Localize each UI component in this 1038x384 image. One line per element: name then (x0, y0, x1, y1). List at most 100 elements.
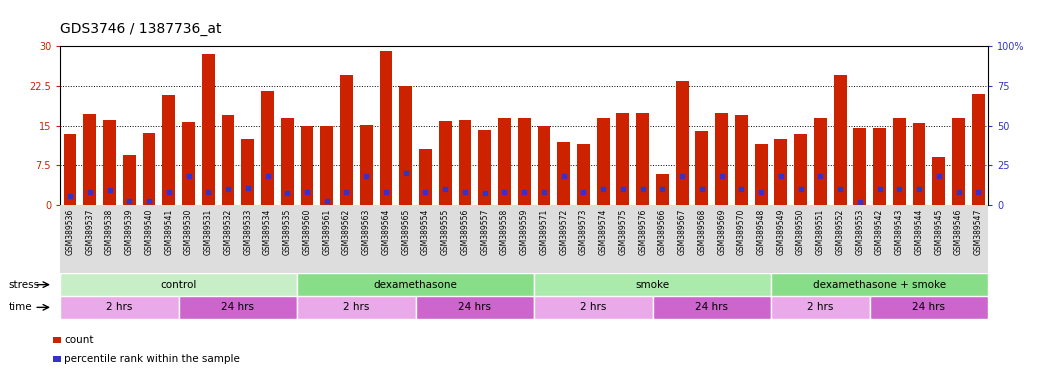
Point (595, 186, 611, 192)
Text: 2 hrs: 2 hrs (106, 302, 133, 312)
Text: GSM389536: GSM389536 (65, 209, 75, 255)
Point (121, 198, 138, 204)
Text: GSM389545: GSM389545 (934, 209, 944, 255)
Bar (479, 130, 491, 205)
Point (536, 189, 552, 195)
Text: 24 hrs: 24 hrs (221, 302, 254, 312)
Bar (419, 149, 432, 205)
Text: smoke: smoke (635, 280, 670, 290)
Point (279, 190, 296, 197)
Point (417, 189, 434, 195)
Text: GSM389558: GSM389558 (500, 209, 509, 255)
Text: GSM389552: GSM389552 (836, 209, 845, 255)
Bar (870, 296, 988, 319)
Bar (301, 126, 313, 205)
Point (851, 199, 868, 205)
Bar (142, 133, 156, 205)
Point (378, 189, 394, 195)
Bar (63, 134, 77, 205)
Text: GSM389544: GSM389544 (914, 209, 924, 255)
Bar (853, 128, 867, 205)
Text: GSM389556: GSM389556 (461, 209, 469, 255)
Text: 24 hrs: 24 hrs (912, 302, 946, 312)
Bar (201, 54, 215, 205)
Bar (676, 81, 688, 205)
Bar (952, 118, 965, 205)
Point (891, 186, 907, 192)
Point (693, 186, 710, 192)
Text: GSM389531: GSM389531 (203, 209, 213, 255)
Bar (656, 174, 668, 205)
Point (713, 173, 730, 179)
Bar (262, 91, 274, 205)
Text: time: time (8, 302, 32, 312)
Bar (695, 131, 708, 205)
Text: GSM389550: GSM389550 (796, 209, 805, 255)
Text: GSM389539: GSM389539 (125, 209, 134, 255)
Text: GSM389576: GSM389576 (638, 209, 647, 255)
Text: 24 hrs: 24 hrs (695, 302, 729, 312)
Bar (636, 113, 649, 205)
Bar (162, 95, 175, 205)
Text: GSM389554: GSM389554 (421, 209, 430, 255)
Bar (340, 75, 353, 205)
Bar (653, 296, 771, 319)
Point (62, 192, 79, 199)
Text: GSM389572: GSM389572 (559, 209, 568, 255)
Text: dexamethasone + smoke: dexamethasone + smoke (813, 280, 947, 290)
Text: GSM389568: GSM389568 (698, 209, 707, 255)
Text: GSM389559: GSM389559 (520, 209, 528, 255)
Point (220, 186, 237, 192)
Text: GSM389562: GSM389562 (342, 209, 351, 255)
Point (457, 189, 473, 195)
Text: 2 hrs: 2 hrs (344, 302, 370, 312)
Bar (60, 273, 297, 296)
Bar (771, 273, 988, 296)
Text: GDS3746 / 1387736_at: GDS3746 / 1387736_at (60, 23, 222, 36)
Text: control: control (161, 280, 197, 290)
Bar (932, 157, 946, 205)
Text: GSM389548: GSM389548 (757, 209, 766, 255)
Bar (557, 142, 570, 205)
Text: GSM389551: GSM389551 (816, 209, 825, 255)
Text: GSM389538: GSM389538 (105, 209, 114, 255)
Text: percentile rank within the sample: percentile rank within the sample (64, 354, 240, 364)
Bar (834, 75, 847, 205)
Bar (774, 139, 787, 205)
Bar (297, 296, 415, 319)
Bar (297, 273, 535, 296)
Point (930, 173, 947, 179)
Bar (972, 94, 985, 205)
Point (496, 189, 513, 195)
Point (260, 173, 276, 179)
Point (812, 173, 828, 179)
Bar (179, 296, 297, 319)
Bar (535, 273, 771, 296)
Bar (617, 113, 629, 205)
Text: GSM389569: GSM389569 (717, 209, 727, 255)
Point (200, 189, 217, 195)
Bar (893, 118, 906, 205)
Text: GSM389537: GSM389537 (85, 209, 94, 255)
Text: GSM389566: GSM389566 (658, 209, 666, 255)
Text: GSM389532: GSM389532 (223, 209, 233, 255)
Bar (814, 118, 827, 205)
Bar (912, 123, 926, 205)
Text: count: count (64, 335, 93, 345)
Text: GSM389534: GSM389534 (263, 209, 272, 255)
Point (910, 186, 927, 192)
Bar (498, 118, 511, 205)
Point (871, 186, 887, 192)
Point (161, 189, 177, 195)
Point (555, 173, 572, 179)
Point (476, 190, 493, 197)
Point (240, 185, 256, 191)
Point (102, 187, 118, 194)
Text: dexamethasone: dexamethasone (374, 280, 458, 290)
Bar (122, 155, 136, 205)
Text: GSM389570: GSM389570 (737, 209, 746, 255)
Bar (400, 86, 412, 205)
Bar (221, 115, 235, 205)
Bar (83, 114, 97, 205)
Bar (755, 144, 767, 205)
